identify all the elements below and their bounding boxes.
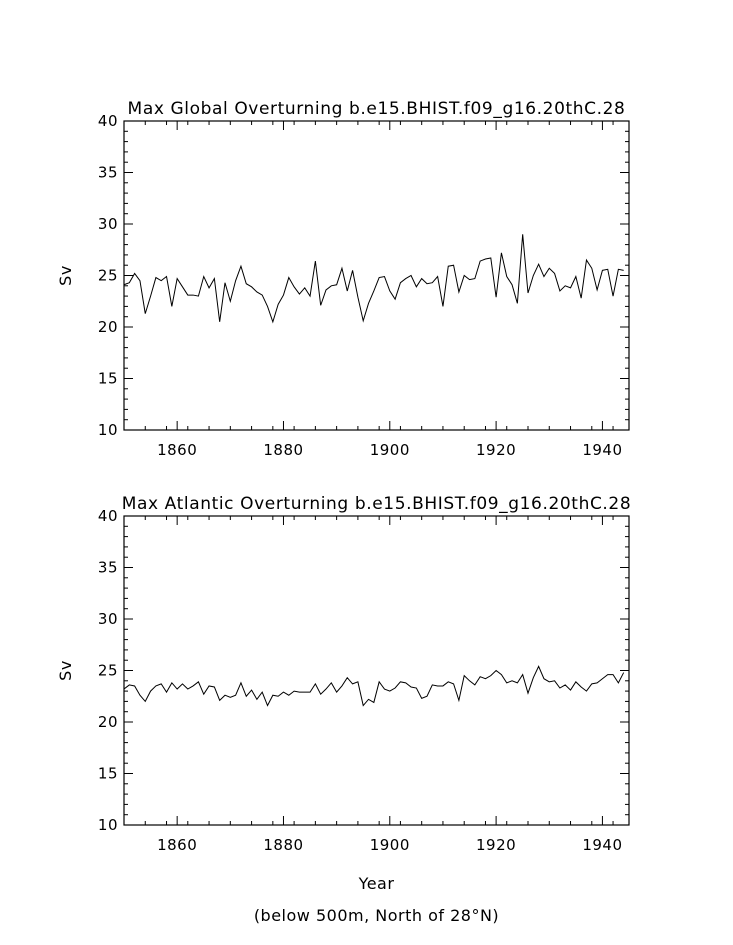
atlantic-overturning-panel: Max Atlantic Overturning b.e15.BHIST.f09… — [56, 494, 631, 925]
x-tick-label: 1940 — [582, 441, 622, 459]
x-tick-label: 1920 — [476, 836, 516, 854]
y-tick-label: 25 — [98, 662, 118, 680]
y-tick-label: 15 — [98, 370, 118, 388]
y-tick-label: 10 — [98, 816, 118, 834]
x-axis-label: Year — [358, 874, 395, 893]
y-tick-label: 40 — [98, 112, 118, 130]
y-tick-label: 40 — [98, 507, 118, 525]
y-tick-label: 10 — [98, 421, 118, 439]
y-tick-label: 30 — [98, 610, 118, 628]
x-tick-label: 1920 — [476, 441, 516, 459]
chart-title: Max Global Overturning b.e15.BHIST.f09_g… — [128, 99, 626, 119]
y-tick-label: 15 — [98, 765, 118, 783]
x-tick-label: 1880 — [263, 836, 303, 854]
x-tick-label: 1940 — [582, 836, 622, 854]
y-tick-label: 35 — [98, 164, 118, 182]
y-tick-label: 30 — [98, 215, 118, 233]
y-tick-label: 35 — [98, 559, 118, 577]
chart-title: Max Atlantic Overturning b.e15.BHIST.f09… — [122, 494, 632, 514]
y-axis-label: Sv — [56, 265, 75, 286]
series-line — [123, 234, 624, 324]
x-tick-label: 1900 — [370, 441, 410, 459]
global-overturning-panel: Max Global Overturning b.e15.BHIST.f09_g… — [56, 99, 630, 459]
y-tick-label: 20 — [98, 713, 118, 731]
plot-frame — [123, 515, 630, 826]
x-tick-label: 1860 — [157, 836, 197, 854]
x-tick-label: 1880 — [263, 441, 303, 459]
y-tick-label: 25 — [98, 267, 118, 285]
region-note: (below 500m, North of 28°N) — [254, 906, 499, 925]
x-tick-label: 1860 — [157, 441, 197, 459]
y-axis-label: Sv — [56, 660, 75, 681]
series-line — [123, 665, 625, 707]
y-tick-label: 20 — [98, 318, 118, 336]
plot-frame — [123, 120, 630, 431]
x-tick-label: 1900 — [370, 836, 410, 854]
